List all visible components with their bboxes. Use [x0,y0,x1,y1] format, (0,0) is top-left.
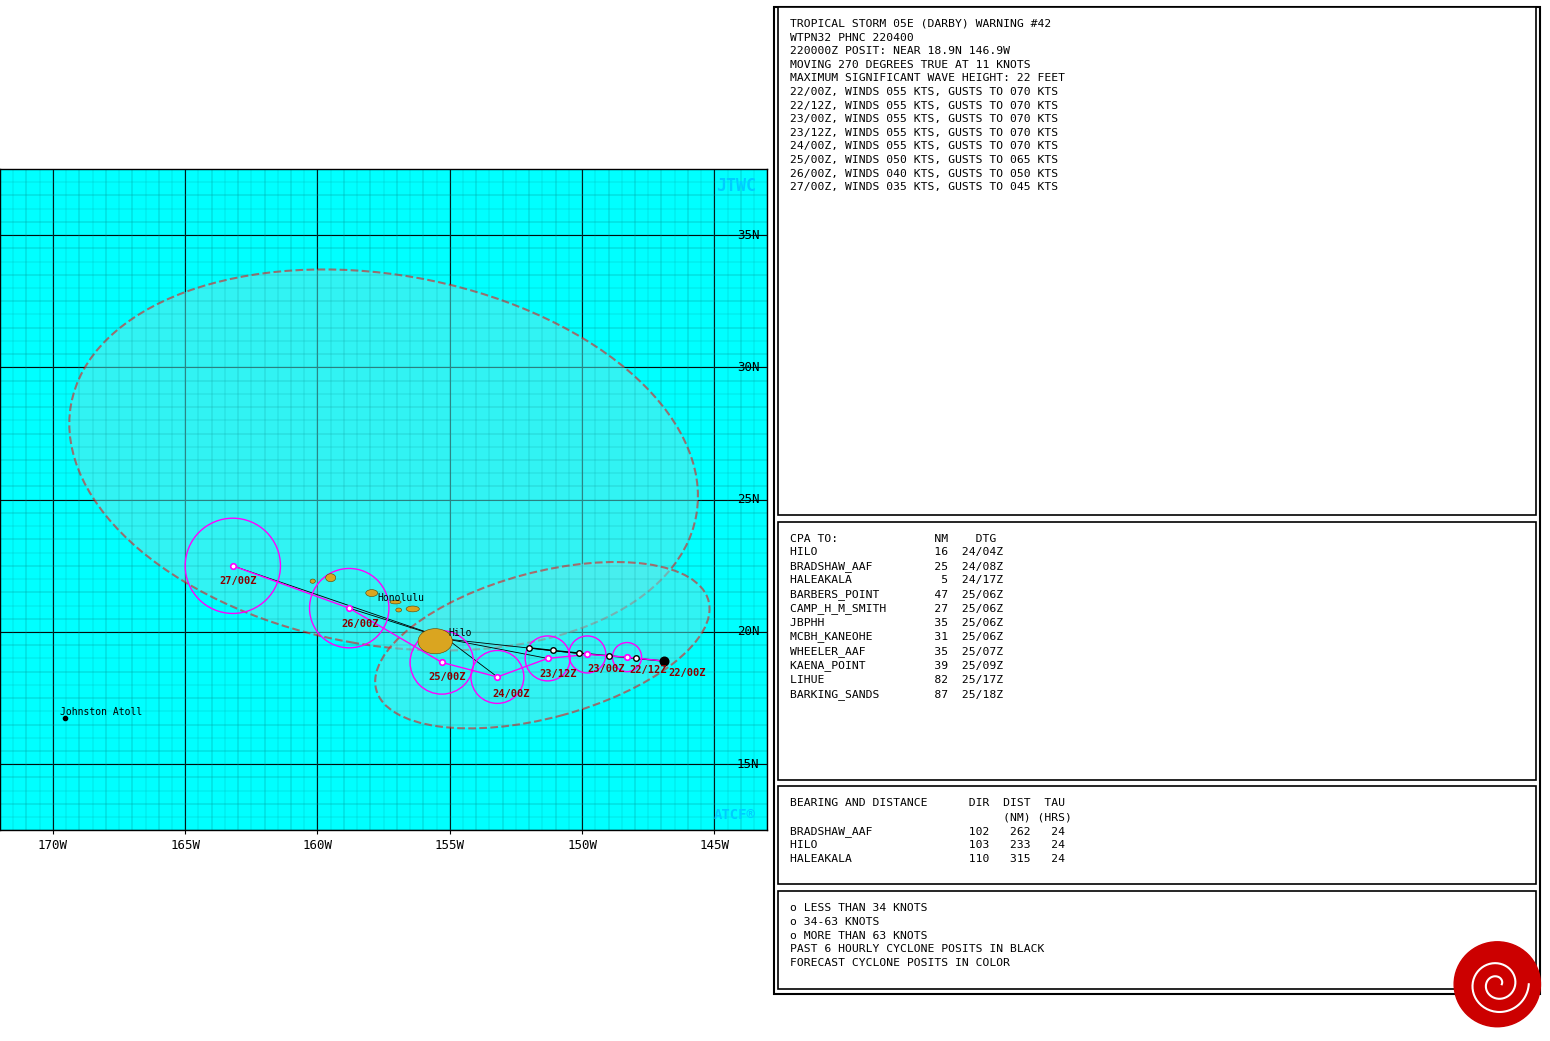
Text: CPA TO:              NM    DTG
HILO                 16  24/04Z
BRADSHAW_AAF     : CPA TO: NM DTG HILO 16 24/04Z BRADSHAW_A… [790,534,1003,700]
Text: Honolulu: Honolulu [377,593,425,603]
Text: JTWC: JTWC [716,177,756,195]
Ellipse shape [310,579,315,583]
Text: 23/12Z: 23/12Z [539,669,577,679]
Ellipse shape [375,562,710,729]
Text: Johnston Atoll: Johnston Atoll [59,707,141,716]
Text: o LESS THAN 34 KNOTS
o 34-63 KNOTS
o MORE THAN 63 KNOTS
PAST 6 HOURLY CYCLONE PO: o LESS THAN 34 KNOTS o 34-63 KNOTS o MOR… [790,904,1045,968]
Ellipse shape [366,589,378,596]
Text: 25/00Z: 25/00Z [429,671,467,682]
Text: 15N: 15N [736,758,760,770]
Text: 26/00Z: 26/00Z [341,618,378,629]
Text: ATCF®: ATCF® [715,809,756,822]
Ellipse shape [395,608,401,612]
FancyBboxPatch shape [778,522,1536,780]
Ellipse shape [418,629,453,654]
Text: 22/12Z: 22/12Z [629,665,666,675]
Circle shape [1454,942,1541,1026]
FancyBboxPatch shape [775,7,1539,994]
Ellipse shape [391,601,401,604]
Text: 30N: 30N [736,361,760,374]
Ellipse shape [326,574,336,582]
Text: 22/00Z: 22/00Z [668,667,705,678]
FancyBboxPatch shape [778,7,1536,514]
FancyBboxPatch shape [778,787,1536,885]
FancyBboxPatch shape [778,891,1536,989]
Text: 35N: 35N [736,229,760,242]
Text: Hilo: Hilo [448,628,471,638]
Text: 20N: 20N [736,626,760,638]
Text: 24/00Z: 24/00Z [491,689,530,699]
Text: 25N: 25N [736,493,760,506]
Text: TROPICAL STORM 05E (DARBY) WARNING #42
WTPN32 PHNC 220400
220000Z POSIT: NEAR 18: TROPICAL STORM 05E (DARBY) WARNING #42 W… [790,19,1065,193]
Ellipse shape [70,270,698,651]
Text: BEARING AND DISTANCE      DIR  DIST  TAU
                               (NM) (HR: BEARING AND DISTANCE DIR DIST TAU (NM) (… [790,798,1071,864]
Ellipse shape [406,606,420,612]
Text: 23/00Z: 23/00Z [587,664,625,674]
Text: 27/00Z: 27/00Z [220,577,257,586]
